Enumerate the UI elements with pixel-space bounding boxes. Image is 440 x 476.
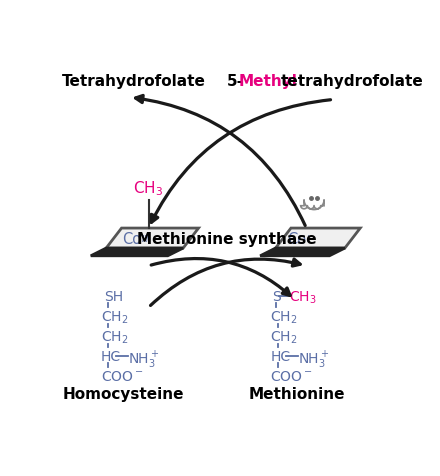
FancyArrowPatch shape xyxy=(136,95,305,226)
FancyArrowPatch shape xyxy=(151,100,330,222)
FancyArrowPatch shape xyxy=(151,258,290,296)
Text: 5-: 5- xyxy=(227,74,244,89)
Polygon shape xyxy=(91,248,183,256)
Text: COO$^-$: COO$^-$ xyxy=(270,370,313,384)
Text: Homocysteine: Homocysteine xyxy=(63,387,185,402)
Text: Co: Co xyxy=(287,232,306,247)
Text: S: S xyxy=(272,290,280,304)
Text: Methionine synthase: Methionine synthase xyxy=(137,232,317,247)
Text: Methionine: Methionine xyxy=(249,387,345,402)
Polygon shape xyxy=(301,199,324,209)
Text: tetrahydrofolate: tetrahydrofolate xyxy=(281,74,424,89)
Text: SH: SH xyxy=(105,290,124,304)
Text: NH$_3^+$: NH$_3^+$ xyxy=(298,350,329,371)
Text: CH$_2$: CH$_2$ xyxy=(101,310,128,326)
Text: HC: HC xyxy=(101,350,121,364)
Text: CH$_2$: CH$_2$ xyxy=(270,310,297,326)
Text: $^{I}$: $^{I}$ xyxy=(306,235,311,245)
Text: $^{III}$: $^{III}$ xyxy=(141,235,150,245)
Polygon shape xyxy=(106,228,198,248)
FancyArrowPatch shape xyxy=(150,259,300,306)
Text: Tetrahydrofolate: Tetrahydrofolate xyxy=(62,74,206,89)
Text: CH$_2$: CH$_2$ xyxy=(101,330,128,346)
Text: HC: HC xyxy=(270,350,290,364)
Text: COO$^-$: COO$^-$ xyxy=(101,370,143,384)
Text: CH$_2$: CH$_2$ xyxy=(270,330,297,346)
Text: Methyl: Methyl xyxy=(238,74,297,89)
Text: CH$_3$: CH$_3$ xyxy=(290,290,317,306)
Text: CH$_3$: CH$_3$ xyxy=(133,179,164,198)
Text: Co: Co xyxy=(122,232,141,247)
Text: NH$_3^+$: NH$_3^+$ xyxy=(128,350,160,371)
Polygon shape xyxy=(275,228,360,248)
Polygon shape xyxy=(260,248,345,256)
